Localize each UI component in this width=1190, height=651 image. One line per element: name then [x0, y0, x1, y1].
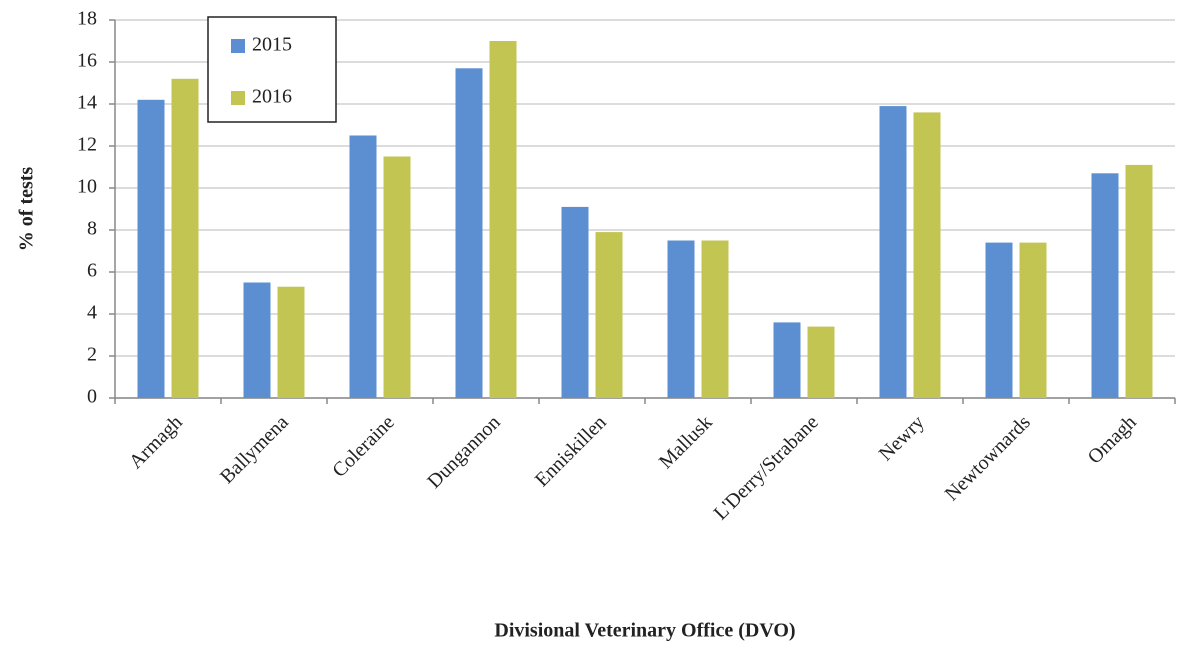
bar — [1091, 173, 1119, 398]
y-axis-title: % of tests — [16, 167, 38, 252]
bar — [595, 232, 623, 398]
bar — [807, 326, 835, 398]
x-tick-label: L'Derry/Strabane — [710, 411, 823, 524]
x-axis-title: Divisional Veterinary Office (DVO) — [494, 620, 795, 642]
y-tick-label: 14 — [77, 92, 97, 114]
bar — [985, 242, 1013, 398]
x-tick-label: Newtownards — [941, 411, 1035, 505]
y-tick-label: 18 — [77, 8, 97, 30]
x-tick-label: Enniskillen — [531, 411, 611, 491]
y-tick-label: 0 — [87, 386, 97, 408]
bar — [349, 135, 377, 398]
y-tick-label: 10 — [77, 176, 97, 198]
x-tick-label: Newry — [875, 411, 929, 465]
legend-label: 2015 — [252, 34, 292, 56]
x-tick-label: Armagh — [125, 411, 187, 473]
x-tick-label: Ballymena — [216, 411, 293, 488]
x-tick-label: Coleraine — [328, 411, 399, 482]
x-tick-label: Dungannon — [423, 411, 505, 493]
legend-box — [207, 16, 337, 123]
legend-swatch — [231, 91, 245, 105]
bar — [1019, 242, 1047, 398]
bar — [879, 106, 907, 398]
bar — [455, 68, 483, 399]
bar — [137, 99, 165, 399]
bar — [171, 78, 199, 399]
legend-swatch — [231, 39, 245, 53]
y-tick-label: 16 — [77, 50, 97, 72]
bar — [1125, 164, 1153, 398]
bar — [243, 282, 271, 398]
bar — [383, 156, 411, 398]
y-tick-label: 6 — [87, 260, 97, 282]
y-tick-label: 2 — [87, 344, 97, 366]
bar — [667, 240, 695, 398]
bar — [489, 41, 517, 398]
legend-label: 2016 — [252, 86, 292, 108]
bar — [773, 322, 801, 398]
bar — [701, 240, 729, 398]
x-tick-label: Omagh — [1084, 411, 1141, 468]
bar — [913, 112, 941, 399]
y-tick-label: 4 — [87, 302, 97, 324]
y-tick-label: 8 — [87, 218, 97, 240]
y-tick-label: 12 — [77, 134, 97, 156]
bar — [277, 286, 305, 398]
bar — [561, 206, 589, 398]
x-tick-label: Mallusk — [655, 411, 717, 473]
